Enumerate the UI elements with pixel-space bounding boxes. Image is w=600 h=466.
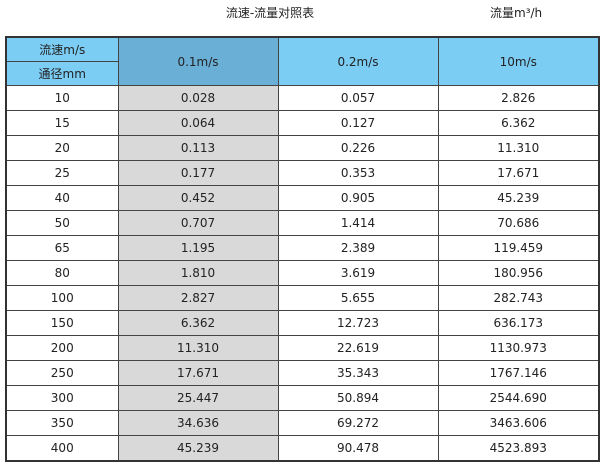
table-row: 40 0.452 0.905 45.239 (5, 185, 600, 211)
diameter-cell: 300 (5, 385, 119, 411)
diameter-cell: 200 (5, 335, 119, 361)
flow-cell: 1.195 (117, 235, 279, 261)
flow-cell: 1.414 (277, 210, 439, 236)
flow-cell: 17.671 (437, 160, 600, 186)
flow-cell: 0.452 (117, 185, 279, 211)
table-row: 150 6.362 12.723 636.173 (5, 310, 600, 336)
table-row: 200 11.310 22.619 1130.973 (5, 335, 600, 361)
column-header: 10m/s (437, 36, 600, 86)
flow-cell: 1767.146 (437, 360, 600, 386)
table-row: 50 0.707 1.414 70.686 (5, 210, 600, 236)
flow-cell: 2.389 (277, 235, 439, 261)
table-row: 250 17.671 35.343 1767.146 (5, 360, 600, 386)
flow-cell: 0.057 (277, 85, 439, 111)
diameter-cell: 65 (5, 235, 119, 261)
column-header: 0.1m/s (117, 36, 279, 86)
diameter-cell: 250 (5, 360, 119, 386)
flow-cell: 90.478 (277, 435, 439, 462)
flow-cell: 0.177 (117, 160, 279, 186)
table-row: 400 45.239 90.478 4523.893 (5, 435, 600, 462)
flow-cell: 45.239 (437, 185, 600, 211)
flow-cell: 636.173 (437, 310, 600, 336)
table-row: 20 0.113 0.226 11.310 (5, 135, 600, 161)
diameter-cell: 350 (5, 410, 119, 436)
table-row: 65 1.195 2.389 119.459 (5, 235, 600, 261)
flow-cell: 119.459 (437, 235, 600, 261)
flow-cell: 4523.893 (437, 435, 600, 462)
flow-cell: 5.655 (277, 285, 439, 311)
diameter-cell: 15 (5, 110, 119, 136)
flow-cell: 25.447 (117, 385, 279, 411)
flow-cell: 12.723 (277, 310, 439, 336)
table-row: 15 0.064 0.127 6.362 (5, 110, 600, 136)
flow-cell: 70.686 (437, 210, 600, 236)
flow-cell: 0.226 (277, 135, 439, 161)
table-row: 100 2.827 5.655 282.743 (5, 285, 600, 311)
flow-cell: 0.028 (117, 85, 279, 111)
table-row: 25 0.177 0.353 17.671 (5, 160, 600, 186)
flow-cell: 50.894 (277, 385, 439, 411)
flow-cell: 0.113 (117, 135, 279, 161)
flow-cell: 0.707 (117, 210, 279, 236)
diameter-header: 通径mm (5, 61, 119, 86)
diameter-cell: 100 (5, 285, 119, 311)
flow-cell: 0.064 (117, 110, 279, 136)
diameter-cell: 50 (5, 210, 119, 236)
diameter-cell: 25 (5, 160, 119, 186)
diameter-cell: 10 (5, 85, 119, 111)
flow-cell: 45.239 (117, 435, 279, 462)
table-title: 流速-流量对照表 (225, 6, 315, 20)
flow-cell: 34.636 (117, 410, 279, 436)
diameter-cell: 150 (5, 310, 119, 336)
flow-cell: 6.362 (117, 310, 279, 336)
velocity-flow-table: 流速m/s 0.1m/s 0.2m/s 10m/s 通径mm 10 0.028 0.… (5, 36, 600, 462)
diameter-cell: 400 (5, 435, 119, 462)
table-row: 350 34.636 69.272 3463.606 (5, 410, 600, 436)
flow-cell: 17.671 (117, 360, 279, 386)
flow-cell: 0.905 (277, 185, 439, 211)
flow-cell: 0.127 (277, 110, 439, 136)
flow-cell: 2.826 (437, 85, 600, 111)
unit-label: 流量m³/h (490, 6, 543, 20)
flow-cell: 69.272 (277, 410, 439, 436)
flow-cell: 1.810 (117, 260, 279, 286)
diameter-cell: 80 (5, 260, 119, 286)
table-row: 10 0.028 0.057 2.826 (5, 85, 600, 111)
flow-cell: 2544.690 (437, 385, 600, 411)
flow-cell: 11.310 (437, 135, 600, 161)
flow-cell: 6.362 (437, 110, 600, 136)
flow-cell: 2.827 (117, 285, 279, 311)
flow-cell: 282.743 (437, 285, 600, 311)
flow-cell: 1130.973 (437, 335, 600, 361)
flow-cell: 0.353 (277, 160, 439, 186)
flow-cell: 3.619 (277, 260, 439, 286)
diameter-cell: 20 (5, 135, 119, 161)
flow-cell: 11.310 (117, 335, 279, 361)
table-row: 300 25.447 50.894 2544.690 (5, 385, 600, 411)
flow-cell: 3463.606 (437, 410, 600, 436)
flow-cell: 35.343 (277, 360, 439, 386)
table-row: 80 1.810 3.619 180.956 (5, 260, 600, 286)
diameter-cell: 40 (5, 185, 119, 211)
column-header: 0.2m/s (277, 36, 439, 86)
flow-cell: 180.956 (437, 260, 600, 286)
flow-cell: 22.619 (277, 335, 439, 361)
velocity-header: 流速m/s (5, 36, 119, 62)
